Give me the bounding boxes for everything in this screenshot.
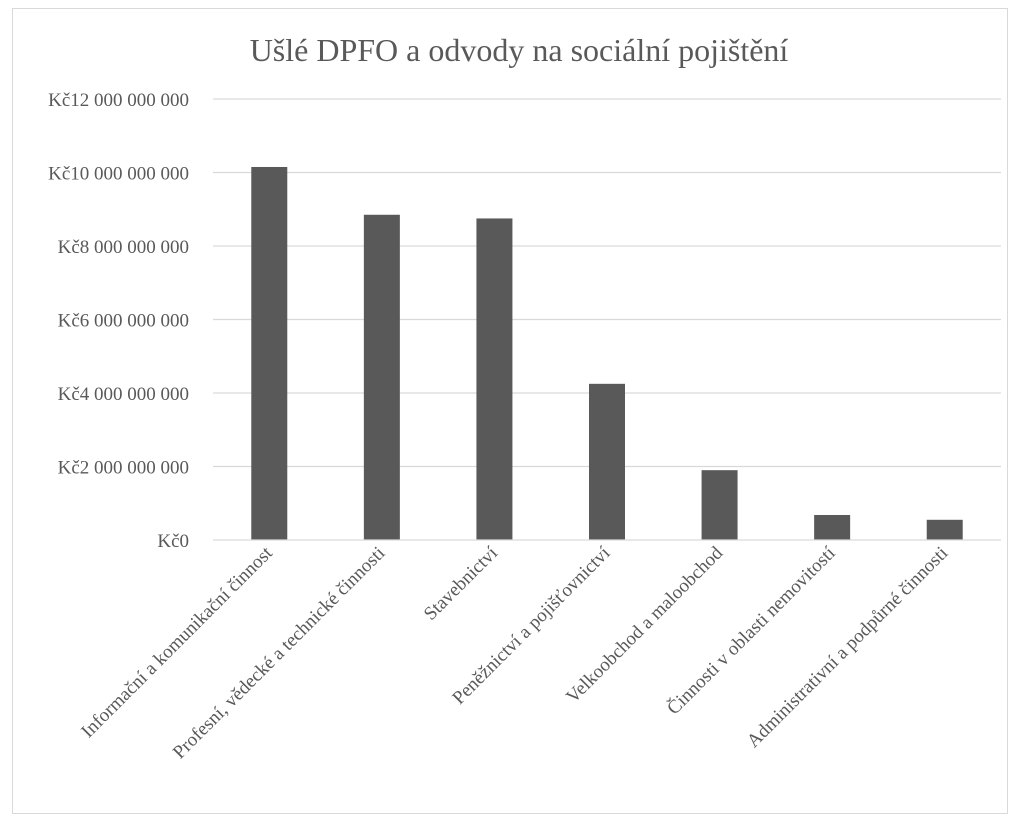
chart-frame: Ušlé DPFO a odvody na sociální pojištění… <box>12 8 1008 814</box>
bar-chart: Ušlé DPFO a odvody na sociální pojištění… <box>48 32 1001 763</box>
x-category-label: Stavebnictví <box>420 542 503 625</box>
x-category-label: Administrativní a podpůrné činnosti <box>743 543 952 752</box>
bar <box>589 383 625 540</box>
gridlines <box>213 98 1001 468</box>
y-tick-label: Kč10 000 000 000 <box>48 164 189 185</box>
bar <box>251 166 288 541</box>
bar <box>476 218 513 540</box>
x-category-label: Profesní, vědecké a technické činnosti <box>169 543 389 763</box>
y-tick-label: Kč2 000 000 000 <box>58 458 189 479</box>
x-axis-categories: Informační a komunikační činnostProfesní… <box>77 541 952 763</box>
bar <box>363 214 400 540</box>
bar <box>814 515 851 540</box>
bar <box>701 470 738 540</box>
y-tick-label: Kč6 000 000 000 <box>58 311 189 332</box>
y-axis-ticks: Kč0 Kč2 000 000 000 Kč4 000 000 000 Kč6 000… <box>48 90 189 552</box>
bars <box>251 166 963 541</box>
bar <box>926 519 963 540</box>
y-tick-label: Kč0 <box>157 531 189 552</box>
y-tick-label: Kč8 000 000 000 <box>58 237 189 258</box>
y-tick-label: Kč12 000 000 000 <box>48 90 189 111</box>
x-category-label: Informační a komunikační činnost <box>77 542 277 742</box>
chart-title: Ušlé DPFO a odvody na sociální pojištění <box>250 32 789 68</box>
y-tick-label: Kč4 000 000 000 <box>58 384 189 405</box>
